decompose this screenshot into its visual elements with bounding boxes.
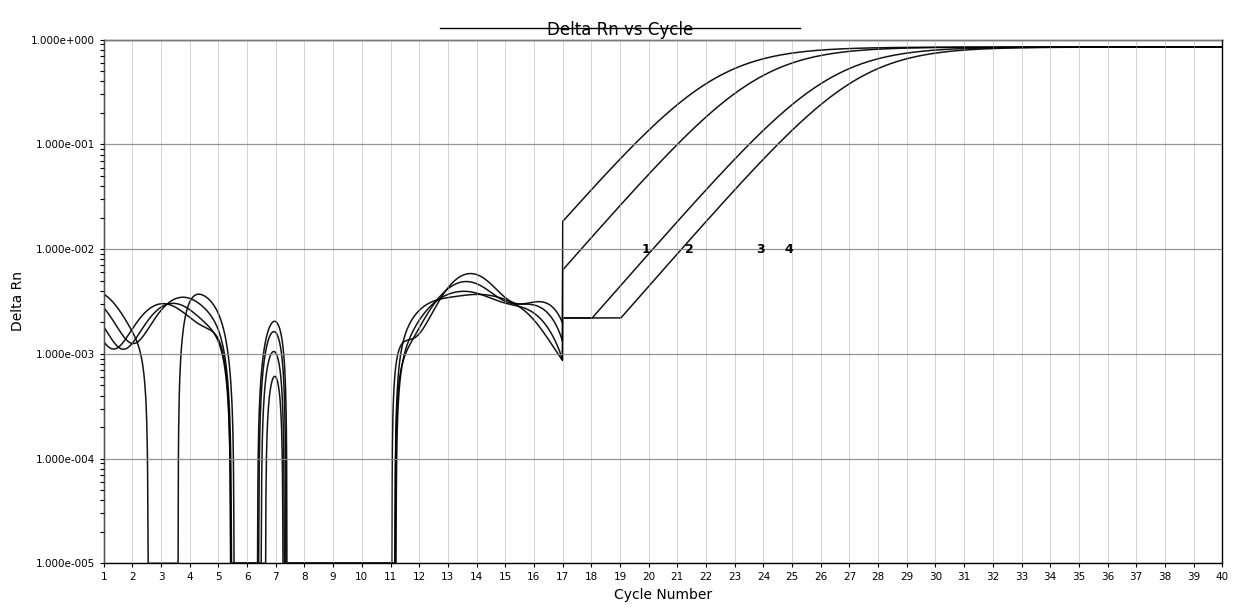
Text: 3: 3 <box>756 243 765 256</box>
Text: 1: 1 <box>641 243 650 256</box>
Text: 4: 4 <box>785 243 794 256</box>
Text: Delta Rn vs Cycle: Delta Rn vs Cycle <box>547 21 693 39</box>
X-axis label: Cycle Number: Cycle Number <box>614 588 712 602</box>
Y-axis label: Delta Rn: Delta Rn <box>11 272 25 332</box>
Text: 2: 2 <box>684 243 693 256</box>
